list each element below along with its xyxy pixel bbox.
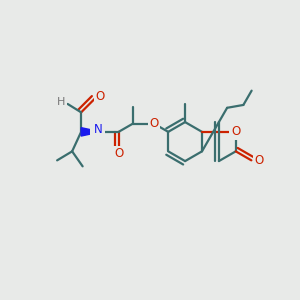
- Polygon shape: [81, 128, 100, 136]
- Text: H: H: [92, 123, 100, 133]
- Text: O: O: [114, 147, 123, 160]
- Text: O: O: [254, 154, 263, 167]
- Text: O: O: [95, 90, 105, 103]
- Text: O: O: [149, 117, 158, 130]
- Text: H: H: [56, 98, 65, 107]
- Text: N: N: [94, 123, 103, 136]
- Text: O: O: [231, 125, 240, 138]
